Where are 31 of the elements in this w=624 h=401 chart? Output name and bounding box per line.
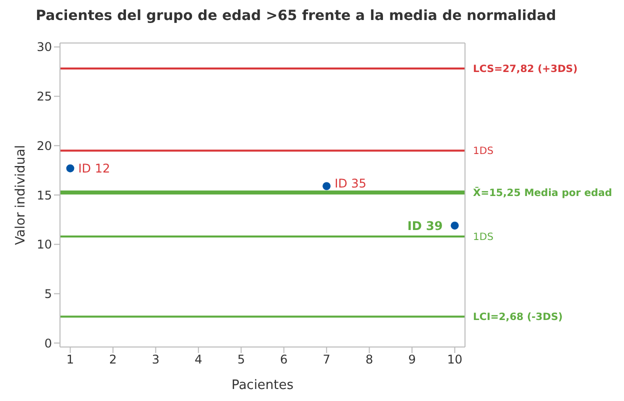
x-axis-title: Pacientes [231, 378, 294, 393]
y-tick-label: 25 [36, 90, 52, 104]
y-tick-label: 30 [36, 40, 52, 54]
point [322, 182, 331, 190]
x-tick-label: 10 [447, 352, 462, 367]
x-tick-label: 9 [408, 352, 416, 367]
ref-line-label: LCI=2,68 (-3DS) [473, 312, 563, 324]
x-tick-label: 2 [109, 352, 117, 367]
x-tick-label: 7 [322, 352, 330, 367]
chart-title: Pacientes del grupo de edad >65 frente a la media de normalidad [34, 8, 558, 26]
ref-line-label: 1DS [473, 232, 494, 244]
y-axis-title: Valor individual [14, 145, 29, 245]
point [450, 222, 459, 230]
x-tick-label: 4 [194, 352, 202, 367]
y-tick-label: 15 [36, 188, 52, 202]
ref-line-label: X̄=15,25 Media por edad [473, 186, 612, 200]
annotation: ID 39 [407, 218, 443, 233]
x-tick-label: 5 [237, 352, 245, 367]
y-tick-label: 0 [44, 336, 52, 350]
x-tick-label: 6 [280, 352, 288, 367]
x-tick-label: 3 [152, 352, 160, 367]
ref-line-label: 1DS [473, 146, 494, 158]
annotation: ID 35 [334, 176, 366, 190]
annotation: ID 12 [78, 162, 110, 176]
y-tick-label: 5 [44, 286, 52, 301]
y-tick-label: 10 [36, 238, 52, 252]
x-tick-label: 8 [365, 352, 374, 367]
ref-line-label: LCS=27,82 (+3DS) [473, 64, 578, 76]
point [66, 164, 74, 172]
x-tick-label: 1 [66, 352, 74, 367]
y-tick-label: 20 [36, 138, 52, 153]
